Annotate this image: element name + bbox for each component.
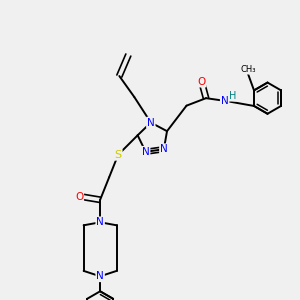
Text: N: N xyxy=(160,144,168,154)
Text: N: N xyxy=(147,118,155,128)
Text: S: S xyxy=(115,150,122,160)
Text: CH₃: CH₃ xyxy=(240,65,256,74)
Text: N: N xyxy=(142,147,150,157)
Text: O: O xyxy=(197,77,206,87)
Text: O: O xyxy=(75,192,83,202)
Text: H: H xyxy=(229,91,236,101)
Text: N: N xyxy=(221,96,229,106)
Text: N: N xyxy=(96,217,104,227)
Text: N: N xyxy=(96,271,104,281)
